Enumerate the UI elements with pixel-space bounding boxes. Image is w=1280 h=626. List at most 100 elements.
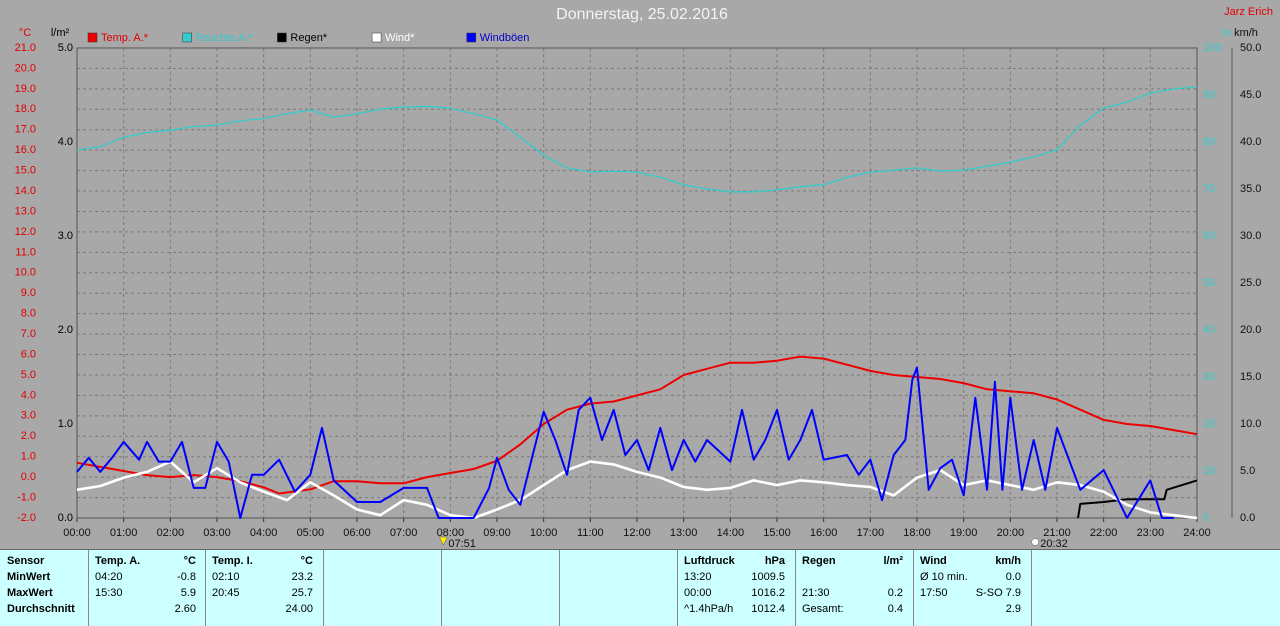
y-tick-label: 0.0 [21, 471, 36, 483]
x-tick-label: 10:00 [530, 527, 558, 539]
x-tick-label: 08:00 [437, 527, 465, 539]
y-tick-label: 7.0 [21, 328, 36, 340]
x-tick-label: 03:00 [203, 527, 231, 539]
column-unit: hPa [764, 555, 785, 567]
y-tick-label: 0 [1203, 512, 1209, 524]
legend-label: Feuchte A.* [196, 32, 254, 44]
column-separator [559, 550, 560, 626]
cell: 25.7 [291, 587, 313, 599]
cell: 24.00 [285, 603, 313, 615]
cell: 1009.5 [751, 571, 785, 583]
y-tick-label: 8.0 [21, 308, 36, 320]
y-tick-label: 2.0 [58, 324, 73, 336]
y-tick-label: 1.0 [21, 451, 36, 463]
annotation: 20:32 [1040, 538, 1068, 549]
sunrise-icon [438, 536, 448, 546]
x-tick-label: 21:00 [1043, 527, 1071, 539]
series-line [76, 460, 1198, 520]
x-tick-label: 17:00 [857, 527, 885, 539]
y-tick-label: 70 [1203, 183, 1215, 195]
legend-swatch [466, 32, 477, 43]
x-tick-label: 15:00 [763, 527, 791, 539]
legend-label: Temp. A.* [101, 32, 149, 44]
series-line [76, 86, 1198, 193]
y-tick-label: 90 [1203, 89, 1215, 101]
column-title: Luftdruck [684, 555, 735, 567]
y-tick-label: 10 [1203, 465, 1215, 477]
y-tick-label: 5.0 [21, 369, 36, 381]
y-tick-label: 30 [1203, 371, 1215, 383]
legend-swatch [182, 32, 192, 43]
cell: 20:45 [212, 587, 240, 599]
x-tick-label: 00:00 [63, 527, 91, 539]
y-tick-label: 16.0 [15, 144, 36, 156]
y-tick-label: 3.0 [58, 230, 73, 242]
y-tick-label: 35.0 [1240, 183, 1261, 195]
column-separator [913, 550, 914, 626]
x-tick-label: 22:00 [1090, 527, 1118, 539]
column-title: Wind [920, 555, 947, 567]
y-tick-label: -2.0 [17, 512, 36, 524]
y-tick-label: 45.0 [1240, 89, 1261, 101]
y-tick-label: 21.0 [15, 42, 36, 54]
y-tick-label: 3.0 [21, 410, 36, 422]
x-tick-label: 19:00 [950, 527, 978, 539]
cell: 15:30 [95, 587, 123, 599]
author: Jarz Erich [1224, 6, 1273, 18]
axis-unit: % [1221, 27, 1231, 39]
y-tick-label: 5.0 [58, 42, 73, 54]
x-tick-label: 06:00 [343, 527, 371, 539]
y-tick-label: 20.0 [15, 62, 36, 74]
cell: 21:30 [802, 587, 830, 599]
cell: 23.2 [291, 571, 313, 583]
row-label: MaxWert [7, 587, 53, 599]
series-line [76, 355, 1198, 495]
column-title: Temp. I. [212, 555, 253, 567]
column-unit: °C [300, 555, 313, 567]
chart-title: Donnerstag, 25.02.2016 [556, 6, 728, 23]
plot-frame [76, 47, 1198, 519]
cell: 5.9 [180, 587, 196, 599]
y-tick-label: 20 [1203, 418, 1215, 430]
column-separator [88, 550, 89, 626]
y-tick-label: -1.0 [17, 491, 36, 503]
column-separator [441, 550, 442, 626]
sunset-icon [1031, 538, 1039, 546]
legend-label: Wind* [385, 32, 415, 44]
x-tick-label: 13:00 [670, 527, 698, 539]
row-label: MinWert [7, 571, 51, 583]
column-title: Temp. A. [95, 555, 141, 567]
column-separator [323, 550, 324, 626]
x-tick-label: 11:00 [577, 527, 604, 539]
cell: 17:50 [920, 587, 948, 599]
axis-unit: km/h [1234, 27, 1258, 39]
y-tick-label: 4.0 [21, 389, 36, 401]
legend-swatch [371, 32, 382, 43]
x-tick-label: 01:00 [110, 527, 138, 539]
y-tick-label: 0.0 [58, 512, 73, 524]
legend-swatch [277, 32, 287, 43]
x-tick-label: 20:00 [997, 527, 1025, 539]
y-tick-label: 11.0 [15, 246, 36, 258]
x-tick-label: 23:00 [1137, 527, 1165, 539]
y-tick-label: 6.0 [21, 348, 36, 360]
legend-label: Regen* [290, 32, 327, 44]
row-label: Sensor [7, 555, 45, 567]
cell: 2.60 [174, 603, 196, 615]
row-label: Durchschnitt [7, 603, 75, 615]
column-unit: °C [183, 555, 196, 567]
y-tick-label: 2.0 [21, 430, 36, 442]
y-tick-label: 15.0 [15, 165, 36, 177]
y-tick-label: 13.0 [15, 205, 36, 217]
y-tick-label: 40.0 [1240, 136, 1261, 148]
x-tick-label: 05:00 [297, 527, 325, 539]
y-tick-label: 10.0 [15, 267, 36, 279]
cell: 2.9 [1005, 603, 1021, 615]
y-tick-label: 30.0 [1240, 230, 1261, 242]
cell: 0.2 [887, 587, 903, 599]
cell: 1016.2 [751, 587, 785, 599]
y-tick-label: 50.0 [1240, 42, 1261, 54]
cell: 0.4 [887, 603, 903, 615]
x-tick-label: 09:00 [483, 527, 511, 539]
axis-unit: l/m² [51, 27, 70, 39]
